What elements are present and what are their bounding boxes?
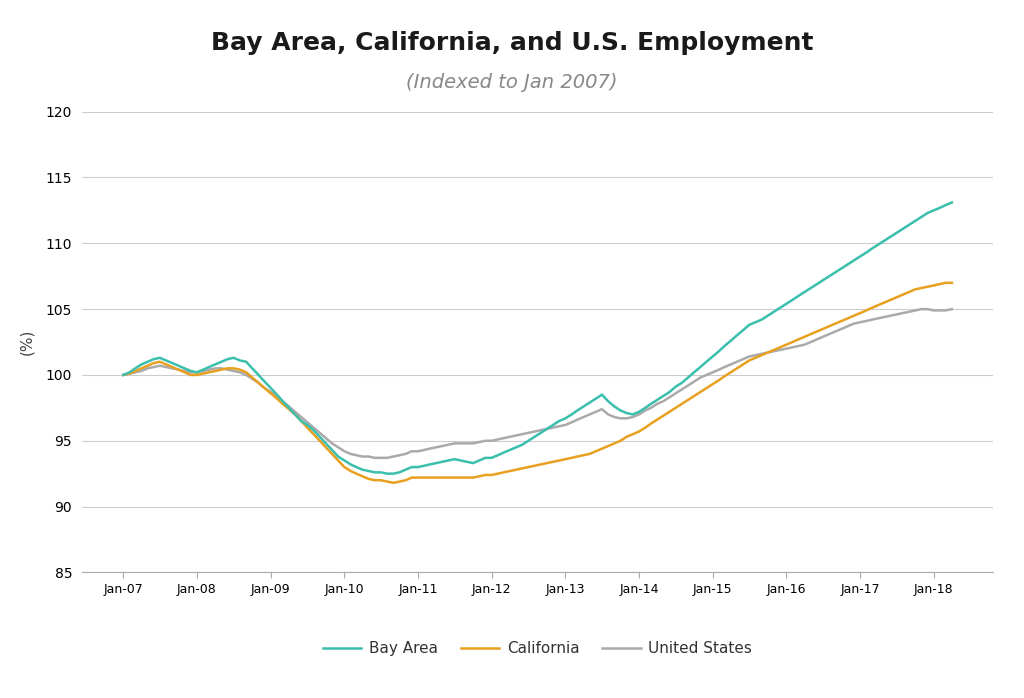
Text: Bay Area, California, and U.S. Employment: Bay Area, California, and U.S. Employmen… <box>211 31 813 55</box>
Legend: Bay Area, California, United States: Bay Area, California, United States <box>317 635 758 662</box>
Line: California: California <box>123 283 952 483</box>
Line: United States: United States <box>123 309 952 458</box>
Text: (Indexed to Jan 2007): (Indexed to Jan 2007) <box>407 73 617 92</box>
Line: Bay Area: Bay Area <box>123 202 952 474</box>
Y-axis label: (%): (%) <box>19 329 35 355</box>
